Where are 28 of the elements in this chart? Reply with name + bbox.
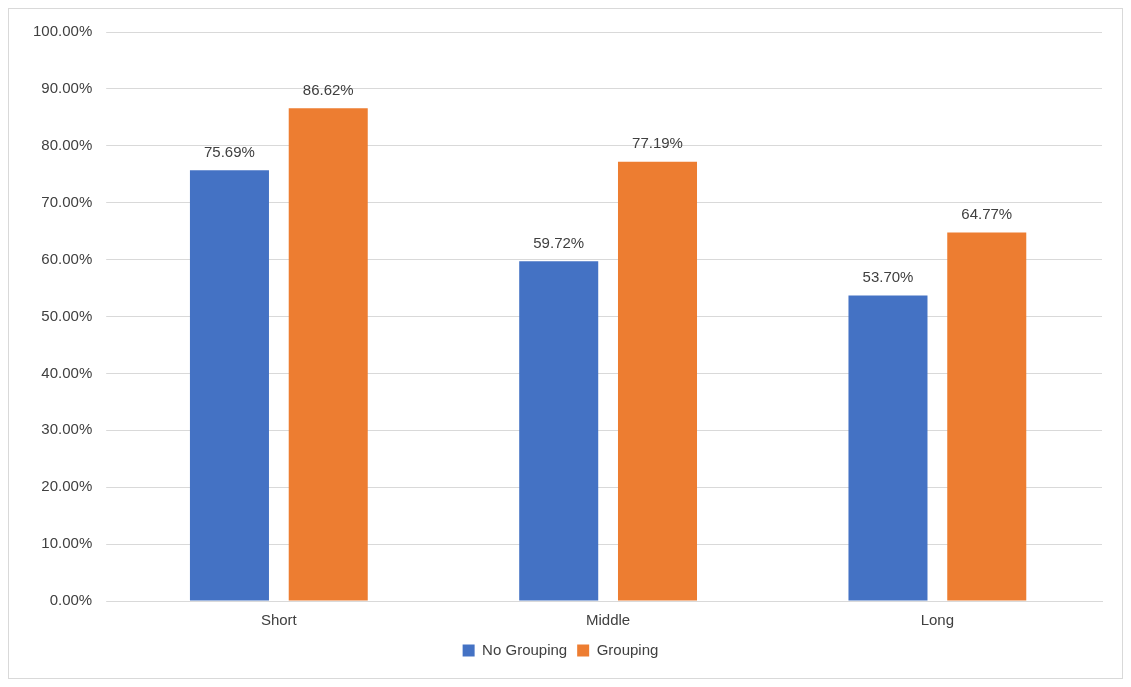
bar [519,261,599,601]
data-label: 75.69% [204,142,255,160]
y-tick-label: 0.00% [49,591,93,609]
x-tick-label: Short [260,611,298,629]
y-tick-label: 70.00% [41,192,93,210]
x-tick-label: Long [920,611,955,629]
y-tick-label: 90.00% [41,79,93,97]
y-tick-label: 20.00% [41,477,93,495]
y-tick-label: 30.00% [41,420,93,438]
data-label: 64.77% [961,205,1013,223]
y-tick-label: 60.00% [41,249,93,267]
y-tick-label: 50.00% [41,306,93,324]
data-label: 86.62% [302,80,354,98]
bar [947,232,1027,601]
bar [848,295,928,601]
bar [617,161,698,601]
data-label: 53.70% [862,268,914,286]
data-label: 59.72% [533,233,585,251]
data-label: 77.19% [632,134,683,152]
y-tick-label: 10.00% [41,534,93,552]
legend-label: No Grouping [482,640,568,658]
bar [189,170,269,601]
y-tick-label: 40.00% [41,363,93,381]
legend-label: Grouping [596,640,659,658]
y-tick-label: 80.00% [41,135,93,153]
y-tick-label: 100.00% [33,22,93,40]
x-tick-label: Middle [586,611,631,629]
bar [288,108,368,601]
